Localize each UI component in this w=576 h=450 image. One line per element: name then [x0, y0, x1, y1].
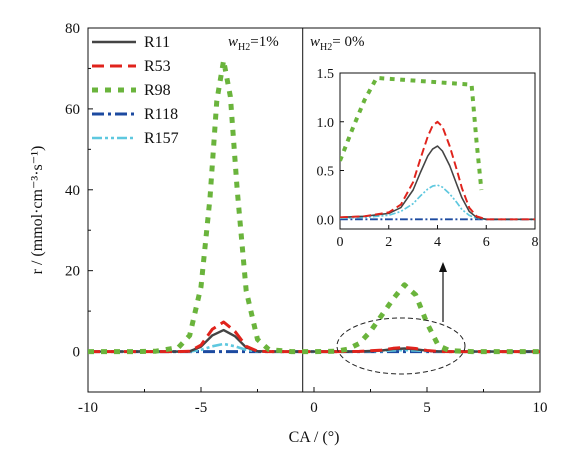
x-tick-label: 0	[310, 400, 318, 416]
inset-y-tick-label: 0.0	[317, 213, 335, 228]
y-axis-label: r / (mmol·cm⁻³·s⁻¹)	[29, 146, 46, 275]
series-r11	[88, 328, 540, 353]
inset-x-tick-label: 2	[385, 235, 392, 250]
arrow-head	[439, 262, 447, 272]
annotations: wH2=1% wH2= 0%	[228, 34, 364, 53]
inset-series-r98	[340, 75, 484, 191]
inset-y-tick-label: 1.5	[317, 67, 335, 82]
y-tick-label: 40	[65, 183, 80, 199]
highlight-ellipse	[336, 317, 466, 375]
inset-x-tick-label: 8	[532, 235, 539, 250]
annotation-wh2-0pct: wH2= 0%	[310, 34, 364, 53]
legend-label-r157: R157	[144, 130, 179, 147]
y-tick-label: 0	[73, 345, 81, 361]
inset-series-group	[340, 75, 535, 221]
y-tick-label: 60	[65, 102, 80, 118]
x-tick-label: -10	[78, 400, 98, 416]
legend: R11 R53 R98 R118 R157	[92, 34, 179, 147]
x-tick-label: 10	[533, 400, 548, 416]
inset-y-tick-label: 0.5	[317, 165, 335, 180]
legend-label-r11: R11	[144, 34, 170, 51]
inset-x-tick-label: 6	[483, 235, 490, 250]
legend-label-r53: R53	[144, 58, 171, 75]
inset-frame	[339, 72, 536, 230]
x-tick-label: -5	[195, 400, 208, 416]
inset-series-r157	[340, 184, 535, 221]
series-r53	[88, 320, 540, 354]
legend-label-r118: R118	[144, 106, 178, 123]
y-tick-label: 20	[65, 264, 80, 280]
y-tick-label: 80	[65, 21, 80, 37]
legend-label-r98: R98	[144, 82, 171, 99]
series-r98	[88, 57, 540, 355]
inset-x-tick-label: 4	[434, 235, 441, 250]
annotation-wh2-1pct: wH2=1%	[228, 34, 279, 53]
inset-series-r53	[340, 120, 535, 221]
x-tick-label: 5	[423, 400, 431, 416]
inset-plot: 0 2 4 6 8 0.0 0.5 1.0 1.5	[317, 67, 539, 250]
x-axis-label: CA / (°)	[289, 429, 340, 446]
inset-y-tick-label: 1.0	[317, 116, 335, 131]
inset-x-tick-label: 0	[337, 235, 344, 250]
